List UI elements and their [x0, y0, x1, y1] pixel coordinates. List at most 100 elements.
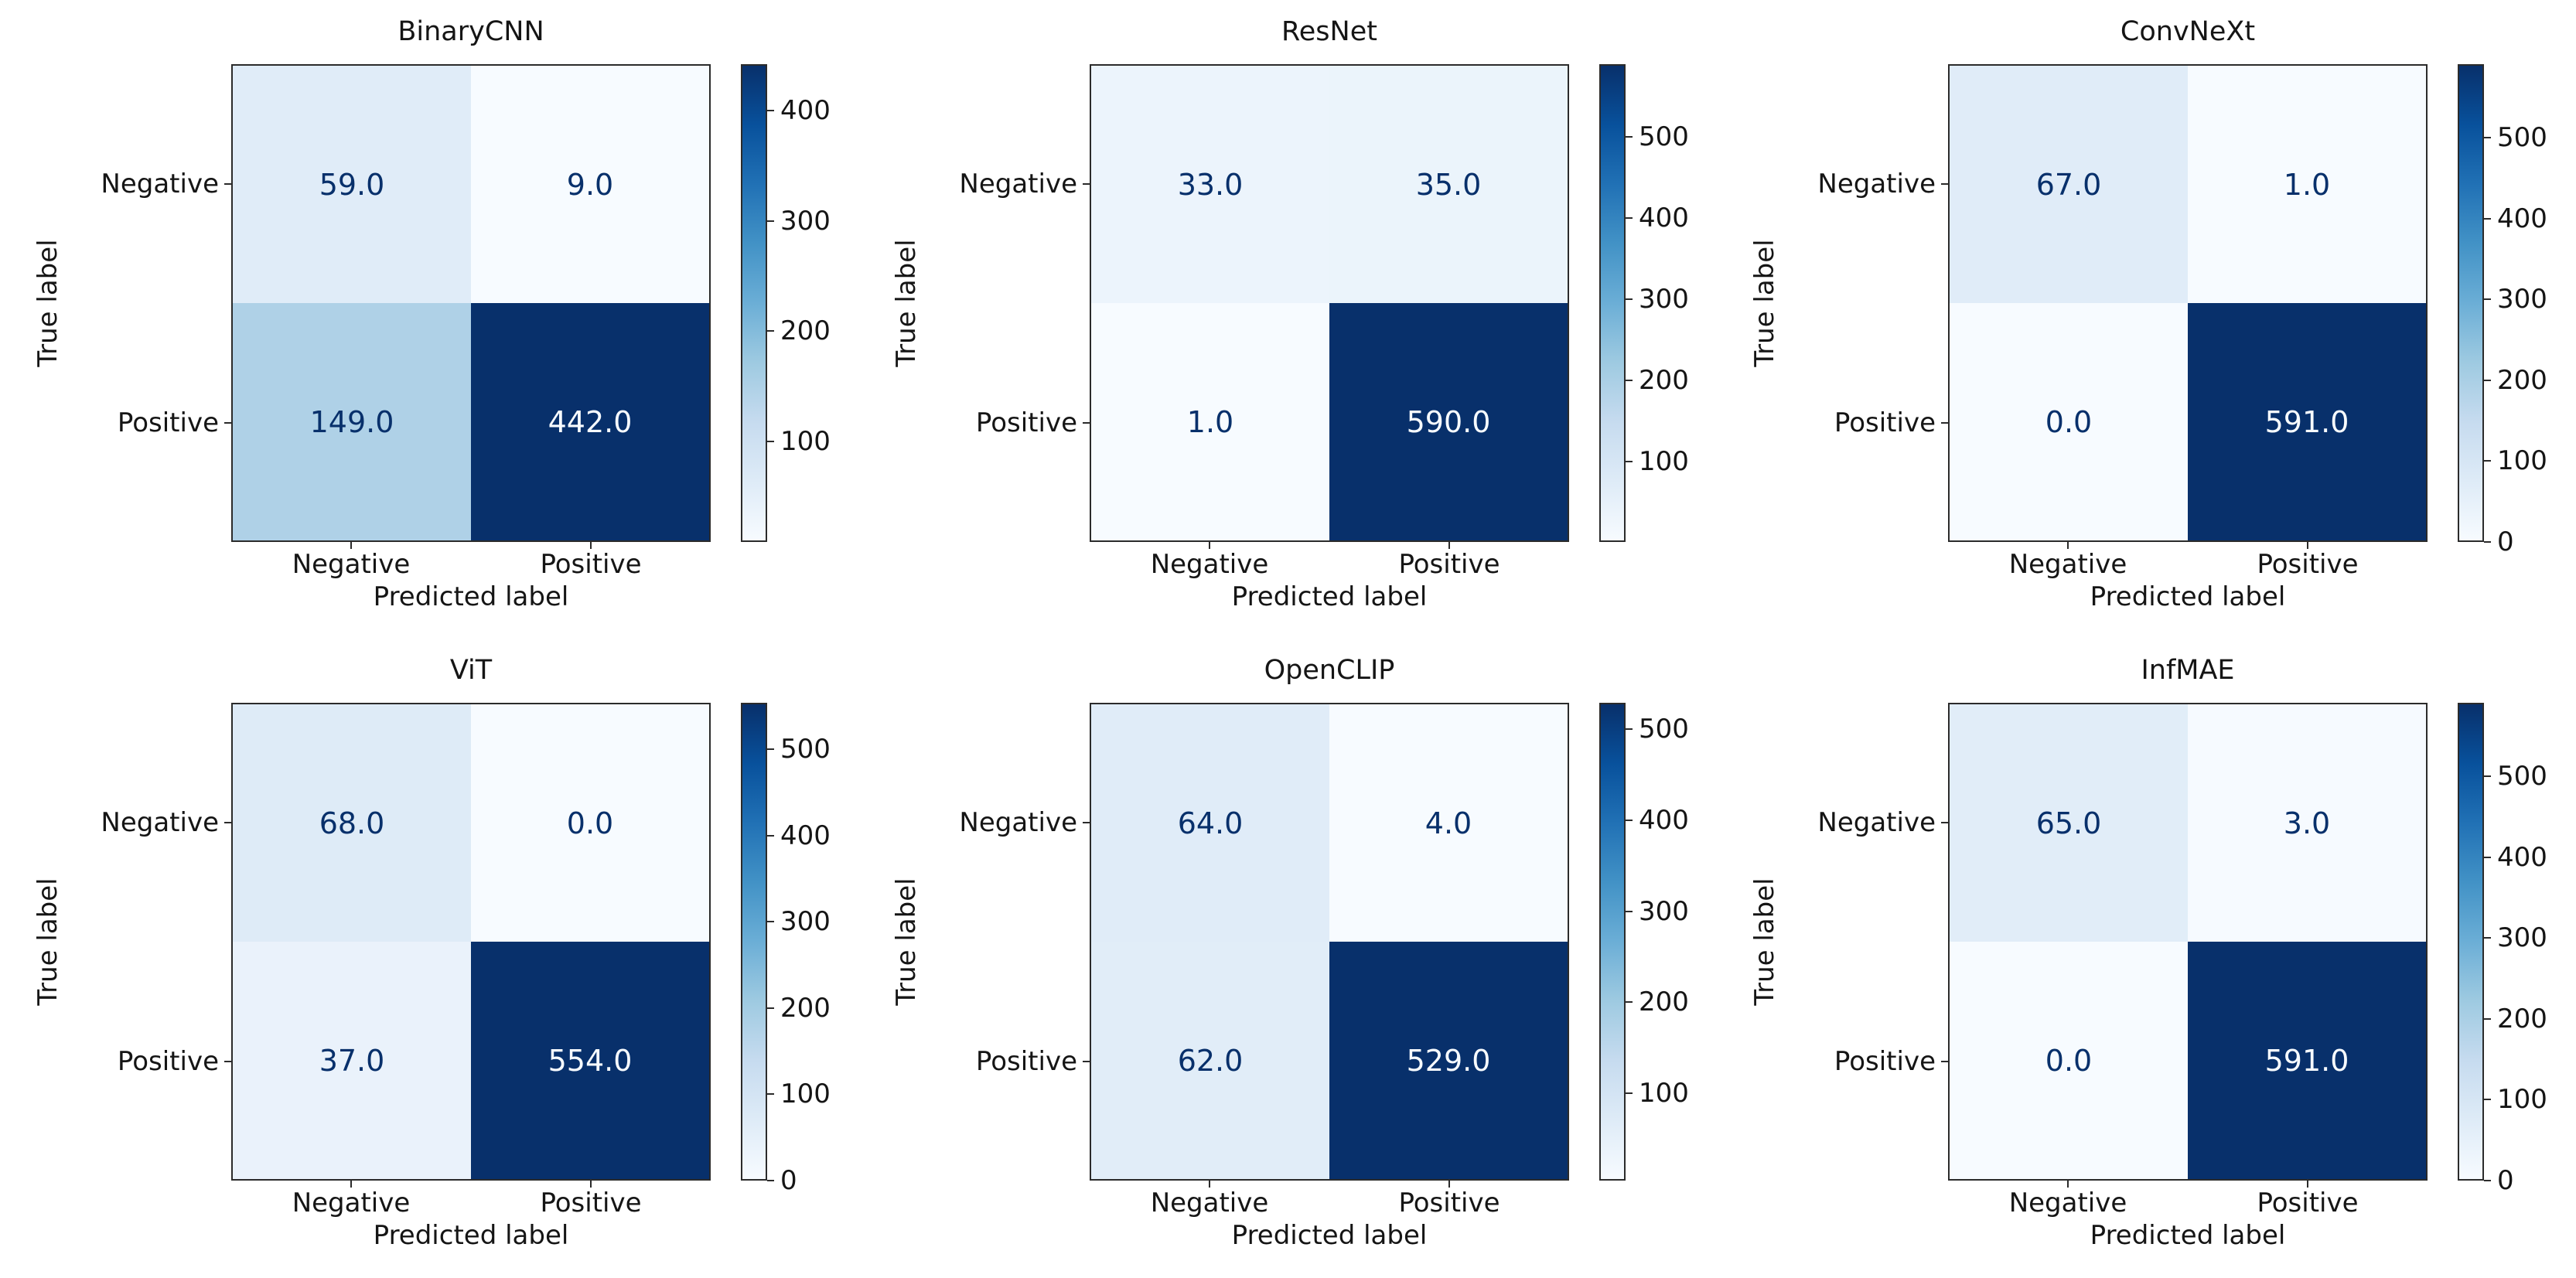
matrix-cell: 554.0	[471, 942, 709, 1179]
x-tick-mark	[590, 542, 592, 549]
cell-value: 4.0	[1424, 806, 1472, 840]
confusion-matrix: 64.0 4.0 62.0 529.0	[1090, 703, 1569, 1181]
colorbar-tick-label: 200	[780, 315, 831, 347]
colorbar-tick-label: 500	[2497, 122, 2547, 154]
subplot-infmae: InfMAE True label 65.0 3.0 0.0 591.0 Negative P…	[1717, 639, 2576, 1278]
cell-value: 1.0	[2283, 167, 2331, 202]
matrix-cell: 1.0	[1091, 303, 1329, 540]
matrix-cell: 33.0	[1091, 66, 1329, 303]
colorbar-tick-label: 300	[780, 906, 831, 938]
matrix-cell: 591.0	[2188, 303, 2426, 540]
colorbar-tick-mark	[1626, 217, 1633, 220]
cell-value: 67.0	[2035, 167, 2102, 202]
x-tick-label: Positive	[540, 1188, 642, 1218]
y-axis-label: True label	[891, 239, 922, 367]
cell-value: 64.0	[1177, 806, 1244, 840]
colorbar-tick-mark	[2484, 541, 2491, 543]
colorbar	[1599, 703, 1626, 1181]
colorbar-tick-mark	[2484, 1017, 2491, 1020]
matrix-cell: 64.0	[1091, 704, 1329, 942]
y-tick-mark	[224, 421, 231, 424]
colorbar-tick-label: 0	[780, 1165, 797, 1196]
colorbar-tick-mark	[2484, 379, 2491, 381]
colorbar-tick-mark	[1626, 136, 1633, 138]
colorbar-tick-mark	[767, 109, 774, 111]
colorbar-tick-label: 200	[2497, 364, 2547, 396]
y-tick-label: Positive	[1834, 407, 1936, 438]
matrix-cell: 59.0	[233, 66, 471, 303]
y-tick-mark	[1941, 421, 1948, 424]
x-axis-label: Predicted label	[1231, 581, 1428, 612]
colorbar-tick-mark	[767, 1007, 774, 1009]
x-tick-label: Positive	[1398, 549, 1500, 580]
x-tick-mark	[1448, 1181, 1450, 1188]
colorbar-tick-label: 200	[1639, 987, 1689, 1018]
colorbar-tick-mark	[2484, 1099, 2491, 1101]
x-tick-mark	[350, 542, 352, 549]
subplot-title: ViT	[449, 655, 493, 686]
colorbar-tick-mark	[767, 330, 774, 332]
cell-value: 9.0	[566, 167, 614, 202]
colorbar-tick-mark	[1626, 819, 1633, 821]
matrix-cell: 68.0	[233, 704, 471, 942]
matrix-cell: 442.0	[471, 303, 709, 540]
colorbar-tick-mark	[1626, 1001, 1633, 1004]
colorbar-tick-label: 400	[1639, 203, 1689, 234]
x-tick-mark	[1209, 542, 1210, 549]
y-axis-label: True label	[891, 878, 922, 1006]
colorbar-tick-label: 300	[1639, 895, 1689, 927]
matrix-cell: 590.0	[1329, 303, 1568, 540]
colorbar-tick-label: 300	[780, 205, 831, 237]
y-tick-label: Positive	[975, 1045, 1077, 1077]
colorbar-tick-label: 500	[2497, 761, 2547, 792]
colorbar-tick-mark	[2484, 1180, 2491, 1181]
subplot-title: ConvNeXt	[2120, 16, 2256, 47]
x-tick-label: Positive	[2257, 549, 2359, 580]
colorbar-tick-label: 300	[2497, 284, 2547, 315]
confusion-matrix: 68.0 0.0 37.0 554.0	[231, 703, 711, 1181]
cell-value: 65.0	[2035, 806, 2102, 840]
matrix-cell: 1.0	[2188, 66, 2426, 303]
y-tick-mark	[1083, 821, 1090, 823]
colorbar	[741, 64, 767, 542]
x-tick-label: Positive	[540, 549, 642, 580]
x-tick-label: Positive	[1398, 1188, 1500, 1218]
matrix-cell: 0.0	[1950, 303, 2188, 540]
colorbar-tick-label: 200	[2497, 1003, 2547, 1034]
cell-value: 59.0	[319, 167, 385, 202]
colorbar-tick-label: 300	[1639, 284, 1689, 315]
y-tick-mark	[224, 182, 231, 185]
x-tick-label: Negative	[2008, 549, 2127, 580]
matrix-cell: 4.0	[1329, 704, 1568, 942]
colorbar-tick-label: 400	[2497, 841, 2547, 873]
x-axis-label: Predicted label	[2090, 581, 2286, 612]
colorbar-tick-mark	[2484, 937, 2491, 939]
colorbar-tick-label: 100	[2497, 445, 2547, 477]
colorbar-tick-mark	[2484, 298, 2491, 301]
y-tick-label: Negative	[1817, 806, 1936, 838]
colorbar-tick-mark	[767, 1180, 774, 1181]
y-tick-label: Negative	[959, 168, 1077, 199]
colorbar-tick-mark	[1626, 298, 1633, 301]
y-tick-label: Positive	[117, 1045, 219, 1077]
y-tick-mark	[1083, 421, 1090, 424]
y-tick-label: Negative	[959, 806, 1077, 838]
cell-value: 590.0	[1406, 404, 1491, 439]
colorbar-tick-mark	[2484, 217, 2491, 220]
colorbar-tick-label: 200	[780, 992, 831, 1024]
colorbar-tick-label: 100	[780, 1079, 831, 1110]
colorbar-tick-label: 300	[2497, 922, 2547, 954]
y-tick-mark	[1083, 182, 1090, 185]
colorbar	[741, 703, 767, 1181]
cell-value: 37.0	[319, 1043, 385, 1078]
confusion-matrix: 33.0 35.0 1.0 590.0	[1090, 64, 1569, 542]
cell-value: 591.0	[2264, 404, 2349, 439]
cell-value: 33.0	[1177, 167, 1244, 202]
x-tick-label: Negative	[2008, 1188, 2127, 1218]
matrix-cell: 149.0	[233, 303, 471, 540]
colorbar-tick-label: 400	[780, 820, 831, 851]
colorbar-tick-mark	[2484, 775, 2491, 778]
matrix-cell: 529.0	[1329, 942, 1568, 1179]
matrix-cell: 65.0	[1950, 704, 2188, 942]
matrix-cell: 35.0	[1329, 66, 1568, 303]
